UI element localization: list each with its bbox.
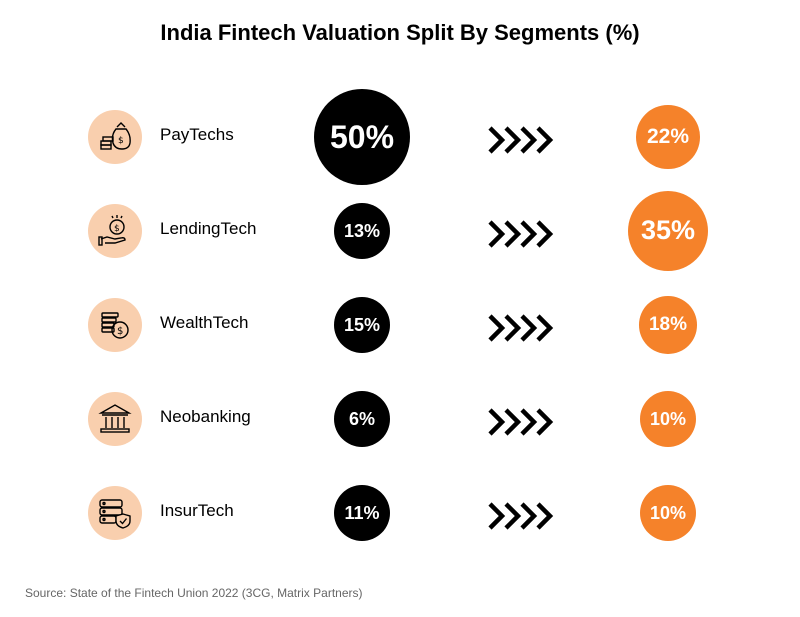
chevron-arrows-icon <box>487 501 555 531</box>
after-bubble: 10% <box>640 391 696 447</box>
chevron-arrows-icon <box>487 407 555 437</box>
chevron-arrows-icon <box>487 313 555 343</box>
svg-text:$: $ <box>114 224 120 234</box>
chevron-arrows-icon <box>487 219 555 249</box>
before-bubble: 50% <box>314 89 410 185</box>
segment-row: $ WealthTech 15% 18% <box>0 278 800 372</box>
money-bag-coins-icon: $ <box>88 110 142 164</box>
bank-building-icon <box>88 392 142 446</box>
segment-row: $ PayTechs 50% 22% <box>0 89 800 185</box>
hand-coin-icon: $ <box>88 204 142 258</box>
after-bubble: 22% <box>636 105 700 169</box>
segment-row: $ LendingTech 13% 35% <box>0 184 800 278</box>
segment-label: PayTechs <box>160 125 234 144</box>
before-bubble: 13% <box>334 203 390 259</box>
segment-label: Neobanking <box>160 407 251 426</box>
svg-text:$: $ <box>117 326 123 337</box>
segment-label: WealthTech <box>160 313 249 332</box>
chevron-arrows-icon <box>487 125 555 155</box>
coin-stack-icon: $ <box>88 298 142 352</box>
before-bubble: 11% <box>334 485 390 541</box>
after-bubble: 35% <box>627 190 709 272</box>
chart-title: India Fintech Valuation Split By Segment… <box>160 20 640 45</box>
segment-row: InsurTech 11% 10% <box>0 466 800 560</box>
segment-label: InsurTech <box>160 501 234 520</box>
server-shield-icon <box>88 486 142 540</box>
after-bubble: 10% <box>640 485 696 541</box>
svg-text:$: $ <box>118 136 124 146</box>
segment-row: Neobanking 6% 10% <box>0 372 800 466</box>
after-bubble: 18% <box>639 296 697 354</box>
source-note: Source: State of the Fintech Union 2022 … <box>25 586 363 600</box>
before-bubble: 15% <box>334 297 390 353</box>
before-bubble: 6% <box>334 391 390 447</box>
segment-label: LendingTech <box>160 219 257 238</box>
